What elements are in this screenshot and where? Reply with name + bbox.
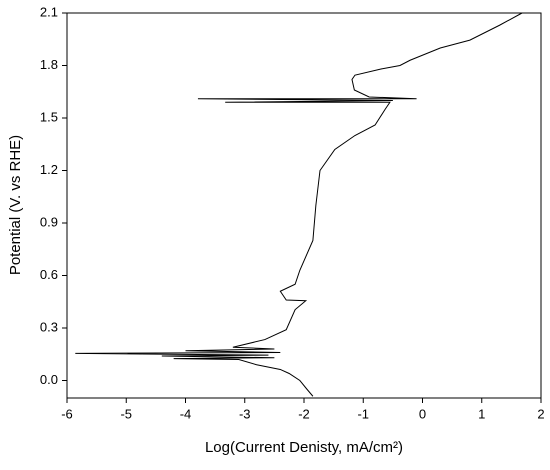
plot-frame (66, 12, 542, 399)
x-tick-label: -2 (298, 406, 310, 421)
y-tick-label: 1.2 (40, 162, 58, 177)
y-tick-label: 1.5 (40, 109, 58, 124)
x-tick-label: 0 (419, 406, 426, 421)
data-line (75, 12, 523, 397)
x-tick-label: -1 (357, 406, 369, 421)
x-tick-label: 1 (478, 406, 485, 421)
y-tick-label: 0.6 (40, 267, 58, 282)
x-tick-label: 2 (537, 406, 544, 421)
y-tick-label: 0.3 (40, 319, 58, 334)
x-tick-label: -3 (239, 406, 251, 421)
x-tick-label: -4 (180, 406, 192, 421)
x-axis-label: Log(Current Denisty, mA/cm²) (205, 439, 403, 456)
x-tick-label: -6 (61, 406, 73, 421)
y-tick-label: 0.9 (40, 214, 58, 229)
y-tick-label: 2.1 (40, 4, 58, 19)
y-axis-label: Potential (V. vs RHE) (7, 135, 24, 275)
x-tick-label: -5 (120, 406, 132, 421)
y-tick-label: 0.0 (40, 372, 58, 387)
y-tick-label: 1.8 (40, 57, 58, 72)
